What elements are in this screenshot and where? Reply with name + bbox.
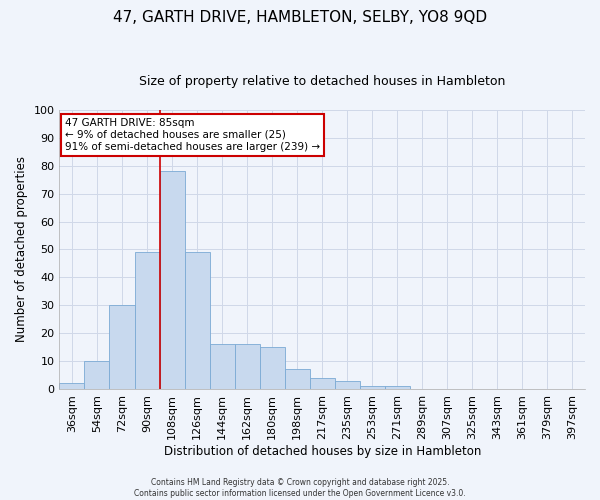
Y-axis label: Number of detached properties: Number of detached properties (15, 156, 28, 342)
Bar (134, 252, 160, 389)
Title: Size of property relative to detached houses in Hambleton: Size of property relative to detached ho… (139, 75, 505, 88)
Bar (160, 172, 185, 389)
Bar (185, 252, 209, 389)
Bar (310, 378, 335, 389)
Bar (109, 306, 134, 389)
Bar (85, 361, 109, 389)
Text: 47 GARTH DRIVE: 85sqm
← 9% of detached houses are smaller (25)
91% of semi-detac: 47 GARTH DRIVE: 85sqm ← 9% of detached h… (65, 118, 320, 152)
Bar (284, 370, 310, 389)
Bar (335, 380, 360, 389)
Text: Contains HM Land Registry data © Crown copyright and database right 2025.
Contai: Contains HM Land Registry data © Crown c… (134, 478, 466, 498)
Bar (360, 386, 385, 389)
Text: 47, GARTH DRIVE, HAMBLETON, SELBY, YO8 9QD: 47, GARTH DRIVE, HAMBLETON, SELBY, YO8 9… (113, 10, 487, 25)
Bar (59, 384, 85, 389)
Bar (260, 347, 284, 389)
Bar (209, 344, 235, 389)
X-axis label: Distribution of detached houses by size in Hambleton: Distribution of detached houses by size … (164, 444, 481, 458)
Bar (385, 386, 410, 389)
Bar (235, 344, 260, 389)
